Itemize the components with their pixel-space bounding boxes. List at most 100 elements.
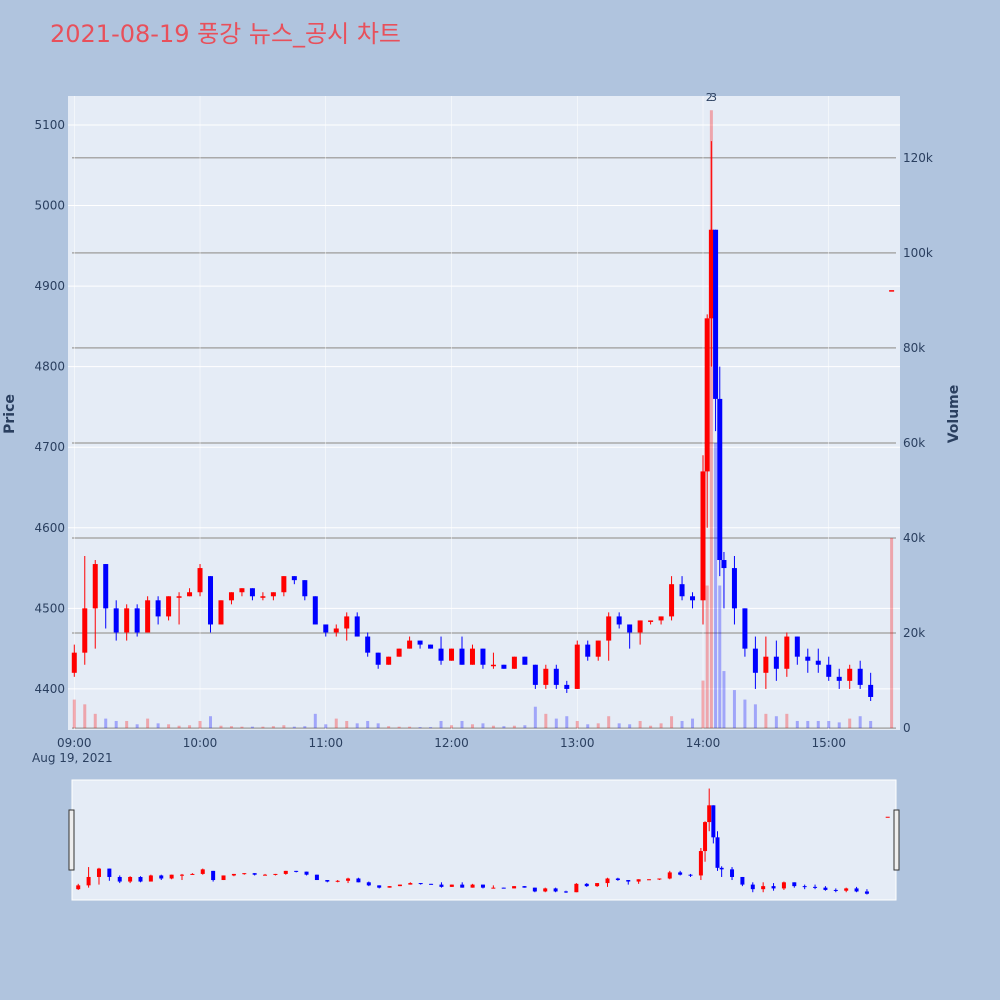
volume-bar bbox=[397, 726, 401, 729]
range-slider[interactable] bbox=[71, 779, 897, 901]
slider-body bbox=[325, 880, 330, 882]
candle-body bbox=[708, 229, 714, 319]
candle-body bbox=[469, 648, 475, 665]
volume-bar bbox=[649, 725, 653, 729]
candle-body bbox=[522, 656, 528, 665]
y2-tick-label: 80k bbox=[903, 341, 925, 355]
slider-body bbox=[252, 873, 257, 875]
candle-body bbox=[92, 564, 98, 609]
volume-bar bbox=[334, 718, 338, 729]
slider-body bbox=[688, 874, 693, 876]
slider-body bbox=[781, 882, 786, 889]
volume-bar bbox=[229, 726, 233, 729]
slider-body bbox=[802, 886, 807, 888]
slider-body bbox=[792, 882, 797, 887]
slider-body bbox=[397, 884, 402, 887]
volume-bar bbox=[156, 723, 160, 729]
candle-body bbox=[176, 596, 182, 598]
volume-bar bbox=[366, 720, 370, 729]
volume-bar bbox=[869, 720, 873, 729]
volume-bar bbox=[858, 716, 862, 729]
y-axis-title: Price bbox=[2, 394, 18, 434]
candle-body bbox=[428, 644, 434, 649]
slider-body bbox=[730, 869, 735, 877]
slider-handle[interactable] bbox=[68, 809, 75, 871]
candle-body bbox=[889, 290, 895, 292]
candle-body bbox=[616, 616, 622, 625]
slider-body bbox=[366, 882, 371, 886]
candle-body bbox=[857, 668, 863, 685]
slider-body bbox=[449, 884, 454, 887]
candle-body bbox=[386, 656, 392, 665]
volume-bar bbox=[596, 723, 600, 729]
volume-bar bbox=[774, 716, 778, 729]
slider-body bbox=[715, 837, 720, 868]
x-tick-label: 12:00 bbox=[434, 736, 469, 750]
volume-bar bbox=[355, 723, 359, 729]
slider-body bbox=[750, 884, 755, 890]
candle-body bbox=[564, 684, 570, 689]
volume-bar bbox=[691, 718, 695, 729]
volume-bar bbox=[554, 718, 558, 729]
slider-body bbox=[512, 886, 517, 889]
volume-bar bbox=[827, 720, 831, 729]
volume-bar bbox=[83, 704, 87, 729]
slider-body bbox=[574, 883, 579, 893]
candle-body bbox=[805, 656, 811, 661]
candle-body bbox=[784, 636, 790, 669]
volume-bar bbox=[376, 723, 380, 729]
y2-tick-label: 100k bbox=[903, 246, 933, 260]
volume-bar bbox=[732, 690, 736, 729]
y-tick-label: 4900 bbox=[34, 279, 65, 293]
slider-handle[interactable] bbox=[893, 809, 900, 871]
volume-bar bbox=[617, 723, 621, 729]
volume-bar bbox=[188, 725, 192, 729]
candle-body bbox=[627, 624, 633, 633]
candle-body bbox=[260, 596, 266, 598]
slider-body bbox=[657, 878, 662, 880]
volume-bar bbox=[806, 720, 810, 729]
slider-body bbox=[647, 879, 652, 881]
candle-body bbox=[166, 596, 172, 617]
y-tick-label: 4800 bbox=[34, 360, 65, 374]
candle-body bbox=[291, 576, 297, 581]
volume-bar bbox=[209, 716, 213, 729]
volume-bar bbox=[418, 727, 422, 729]
volume-bar bbox=[324, 724, 328, 729]
y2-tick-label: 40k bbox=[903, 531, 925, 545]
slider-body bbox=[200, 869, 205, 874]
volume-bar bbox=[670, 716, 674, 729]
volume-bar bbox=[890, 537, 894, 729]
volume-bar bbox=[533, 706, 537, 729]
y2-tick-label: 120k bbox=[903, 151, 933, 165]
volume-bar bbox=[125, 720, 129, 729]
volume-bar bbox=[240, 726, 244, 729]
candle-body bbox=[773, 656, 779, 669]
candle-body bbox=[249, 588, 255, 597]
slider-body bbox=[823, 887, 828, 890]
volume-bar bbox=[271, 726, 275, 729]
slider-body bbox=[76, 885, 81, 890]
slider-body bbox=[885, 816, 890, 818]
slider-body bbox=[543, 888, 548, 892]
candle-body bbox=[281, 576, 287, 593]
candle-body bbox=[134, 608, 140, 633]
candle-body bbox=[113, 608, 119, 633]
candle-body bbox=[407, 640, 413, 649]
candle-body bbox=[71, 652, 77, 673]
slider-body bbox=[180, 874, 185, 876]
candle-body bbox=[721, 560, 727, 569]
candle-body bbox=[312, 596, 318, 625]
candle-body bbox=[375, 652, 381, 665]
candle-body bbox=[344, 616, 350, 629]
candle-body bbox=[826, 664, 832, 677]
volume-bar bbox=[104, 718, 108, 729]
y-tick-label: 4700 bbox=[34, 440, 65, 454]
slider-body bbox=[711, 805, 716, 838]
candle-body bbox=[82, 608, 88, 653]
slider-body bbox=[771, 886, 776, 889]
volume-bar bbox=[607, 716, 611, 729]
slider-body bbox=[273, 873, 278, 875]
volume-bar bbox=[795, 720, 799, 729]
volume-bar bbox=[282, 725, 286, 729]
